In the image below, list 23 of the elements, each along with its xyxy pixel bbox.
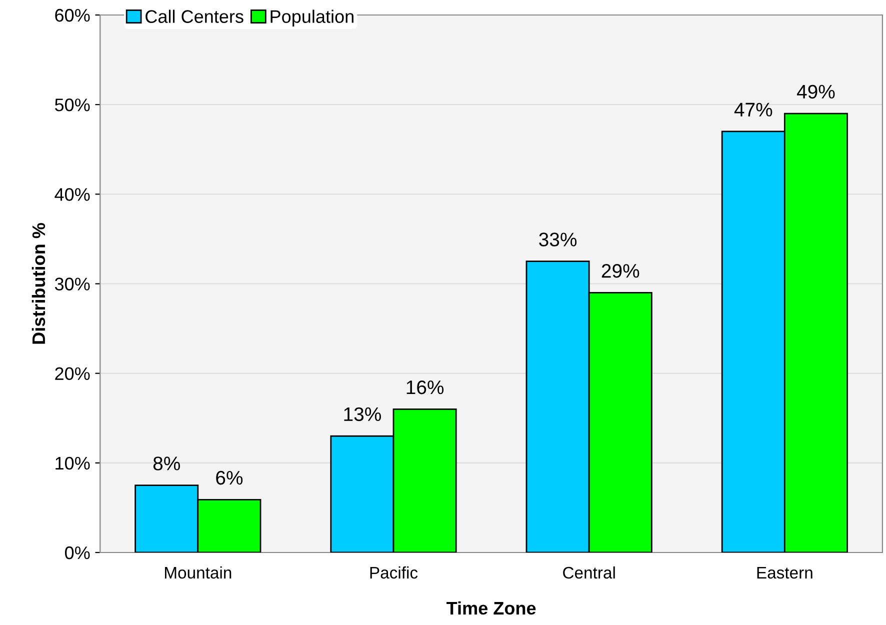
legend-label: Call Centers: [146, 10, 244, 23]
x-tick-label: Mountain: [165, 566, 232, 579]
data-label: 13%: [344, 407, 381, 422]
y-tick-label: 0%: [65, 546, 90, 560]
legend-label: Population: [270, 10, 354, 27]
x-tick-label: Pacific: [370, 566, 418, 579]
y-tick-label: 60%: [55, 8, 90, 22]
y-tick-label: 50%: [54, 98, 90, 112]
data-label: 33%: [539, 232, 577, 246]
y-axis-title: Distribution %: [32, 223, 46, 344]
y-tick-label: 40%: [54, 188, 90, 201]
x-tick-label: Central: [563, 566, 615, 579]
data-label: 47%: [734, 102, 772, 116]
y-tick-label: 10%: [56, 456, 90, 470]
x-axis-title: Time Zone: [446, 601, 536, 615]
data-label: 49%: [796, 84, 835, 99]
data-label: 6%: [216, 470, 243, 485]
y-tick-label: 30%: [54, 278, 90, 290]
y-tick-label: 20%: [55, 367, 90, 380]
data-label: 16%: [406, 380, 444, 394]
data-label: 29%: [602, 264, 640, 278]
x-tick-label: Eastern: [757, 567, 812, 579]
data-label: 8%: [153, 456, 180, 470]
